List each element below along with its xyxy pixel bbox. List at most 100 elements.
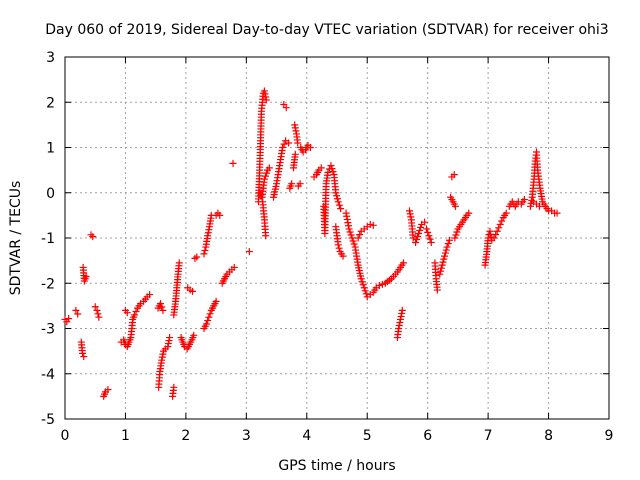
data-point — [191, 254, 199, 262]
data-point — [206, 310, 214, 318]
data-point — [343, 212, 351, 220]
y-tick-label: 0 — [46, 186, 55, 202]
data-point — [146, 291, 154, 299]
data-series — [61, 87, 561, 400]
data-point — [396, 315, 404, 323]
data-point — [375, 282, 383, 290]
data-point — [350, 240, 358, 248]
data-point — [288, 180, 296, 188]
data-point — [520, 196, 528, 204]
data-point — [339, 252, 347, 260]
data-point — [442, 246, 450, 254]
data-point — [395, 321, 403, 329]
data-point — [453, 228, 461, 236]
data-point — [413, 236, 421, 244]
data-point — [361, 287, 369, 295]
data-point — [426, 235, 434, 243]
data-point — [437, 264, 445, 272]
data-point — [229, 159, 237, 167]
data-point — [200, 250, 208, 258]
x-tick-label: 7 — [484, 428, 493, 444]
data-point — [104, 386, 112, 394]
data-point — [333, 192, 341, 200]
data-point — [205, 313, 213, 321]
data-point — [346, 228, 354, 236]
data-point — [451, 234, 459, 242]
data-point — [344, 219, 352, 227]
data-point — [417, 223, 425, 231]
data-point — [493, 227, 501, 235]
data-point — [329, 168, 337, 176]
data-point — [342, 209, 350, 217]
data-point — [344, 222, 352, 230]
data-point — [201, 246, 209, 254]
data-point — [93, 306, 101, 314]
data-point — [343, 215, 351, 223]
data-point — [360, 284, 368, 292]
data-point — [280, 140, 288, 148]
data-point — [416, 226, 424, 234]
data-point — [414, 232, 422, 240]
data-point — [406, 207, 414, 215]
data-point — [94, 310, 102, 318]
data-point — [486, 227, 494, 235]
x-tick-label: 2 — [181, 428, 190, 444]
y-tick-label: -2 — [41, 276, 55, 292]
data-point — [358, 278, 366, 286]
data-point — [204, 232, 212, 240]
data-point — [158, 356, 166, 364]
x-tick-label: 4 — [302, 428, 311, 444]
y-tick-label: -1 — [41, 231, 55, 247]
data-point — [397, 312, 405, 320]
data-point — [535, 202, 543, 210]
data-point — [357, 275, 365, 283]
y-tick-label: 2 — [46, 95, 55, 111]
data-point — [324, 168, 332, 176]
data-point — [366, 220, 374, 228]
data-point — [465, 209, 473, 217]
data-point — [407, 213, 415, 221]
y-tick-label: -3 — [41, 322, 55, 338]
data-point — [212, 297, 220, 305]
data-point — [334, 198, 342, 206]
y-tick-label: 1 — [46, 141, 55, 157]
data-point — [262, 169, 270, 177]
data-point — [425, 232, 433, 240]
data-point — [398, 306, 406, 314]
data-point — [164, 340, 172, 348]
data-point — [412, 239, 420, 247]
data-point — [424, 228, 432, 236]
data-point — [265, 164, 273, 172]
data-point — [409, 234, 417, 242]
data-point — [170, 383, 178, 391]
data-point — [204, 229, 212, 237]
data-point — [123, 309, 131, 317]
data-point — [230, 263, 238, 271]
data-point — [337, 205, 345, 213]
data-point — [294, 139, 302, 147]
data-point — [335, 201, 343, 209]
data-point — [451, 202, 459, 210]
data-point — [492, 231, 500, 239]
data-point — [553, 209, 561, 217]
data-point — [437, 267, 445, 275]
data-point — [190, 331, 198, 339]
data-point — [502, 209, 510, 217]
data-point — [279, 144, 287, 151]
data-point — [433, 286, 441, 294]
chart-title: Day 060 of 2019, Sidereal Day-to-day VTE… — [45, 22, 608, 38]
data-point — [260, 87, 268, 95]
data-point — [444, 240, 452, 248]
data-point — [441, 249, 449, 257]
data-point — [440, 255, 448, 263]
data-point — [332, 189, 340, 197]
data-point — [132, 308, 140, 316]
data-point — [74, 310, 82, 318]
x-tick-label: 8 — [544, 428, 553, 444]
data-point — [164, 343, 172, 351]
x-tick-label: 5 — [363, 428, 372, 444]
y-axis-label: SDTVAR / TECUs — [8, 181, 24, 296]
data-point — [362, 290, 370, 298]
data-point — [399, 259, 407, 267]
data-point — [165, 337, 173, 345]
